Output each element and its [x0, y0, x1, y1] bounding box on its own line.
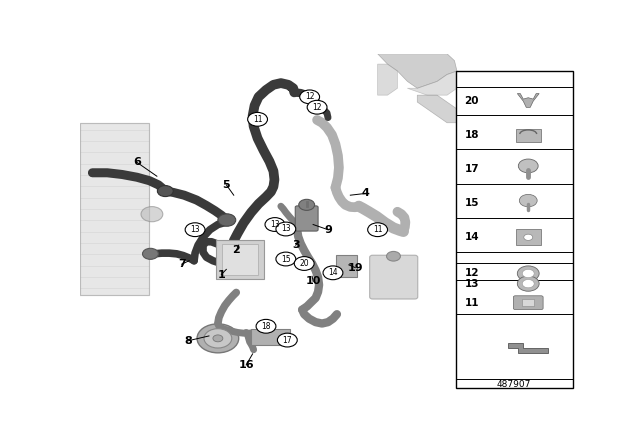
- Circle shape: [300, 90, 319, 104]
- FancyBboxPatch shape: [522, 299, 534, 306]
- Text: 10: 10: [305, 276, 321, 286]
- Text: 5: 5: [223, 180, 230, 190]
- Circle shape: [517, 266, 539, 281]
- FancyBboxPatch shape: [222, 244, 257, 275]
- FancyBboxPatch shape: [456, 71, 573, 388]
- Text: 14: 14: [465, 233, 479, 242]
- Circle shape: [387, 251, 401, 261]
- Text: 20: 20: [465, 96, 479, 106]
- Circle shape: [294, 257, 314, 271]
- FancyBboxPatch shape: [516, 129, 541, 142]
- Text: 487907: 487907: [497, 380, 531, 389]
- Text: 4: 4: [361, 189, 369, 198]
- Text: 13: 13: [270, 220, 280, 229]
- Text: 13: 13: [190, 225, 200, 234]
- Circle shape: [143, 248, 158, 259]
- Polygon shape: [417, 95, 457, 123]
- Circle shape: [197, 324, 239, 353]
- FancyBboxPatch shape: [80, 123, 150, 295]
- Text: 12: 12: [312, 103, 322, 112]
- Polygon shape: [408, 71, 457, 95]
- Text: 14: 14: [328, 268, 338, 277]
- Text: 11: 11: [253, 115, 262, 124]
- Text: 17: 17: [465, 164, 479, 174]
- Text: 12: 12: [465, 268, 479, 279]
- FancyBboxPatch shape: [295, 206, 318, 231]
- Circle shape: [157, 185, 173, 197]
- Circle shape: [256, 319, 276, 333]
- Circle shape: [522, 269, 534, 278]
- Text: 13: 13: [465, 279, 479, 289]
- Text: 16: 16: [238, 360, 254, 370]
- Text: 15: 15: [465, 198, 479, 208]
- Text: 3: 3: [292, 240, 300, 250]
- Text: 18: 18: [465, 130, 479, 140]
- Text: 11: 11: [373, 225, 382, 234]
- Circle shape: [524, 234, 532, 241]
- Polygon shape: [378, 54, 457, 88]
- Text: 17: 17: [282, 336, 292, 345]
- Polygon shape: [517, 94, 539, 108]
- Circle shape: [522, 280, 534, 288]
- FancyBboxPatch shape: [516, 229, 541, 245]
- Text: 13: 13: [281, 224, 291, 233]
- Circle shape: [276, 252, 296, 266]
- Polygon shape: [378, 64, 397, 95]
- Circle shape: [307, 100, 327, 114]
- FancyBboxPatch shape: [337, 255, 356, 277]
- Text: 9: 9: [324, 225, 332, 235]
- Circle shape: [276, 222, 296, 236]
- Circle shape: [299, 199, 315, 211]
- Circle shape: [323, 266, 343, 280]
- Circle shape: [248, 112, 268, 126]
- Text: 15: 15: [281, 254, 291, 263]
- Circle shape: [185, 223, 205, 237]
- Polygon shape: [508, 343, 548, 353]
- Text: 12: 12: [305, 92, 314, 101]
- FancyBboxPatch shape: [513, 296, 543, 310]
- Text: 19: 19: [348, 263, 363, 273]
- Text: 18: 18: [261, 322, 271, 331]
- Circle shape: [265, 218, 285, 232]
- Text: 7: 7: [178, 259, 186, 269]
- Circle shape: [367, 223, 388, 237]
- Circle shape: [141, 207, 163, 222]
- FancyBboxPatch shape: [251, 329, 290, 345]
- Circle shape: [277, 333, 297, 347]
- Text: 20: 20: [300, 259, 309, 268]
- Circle shape: [517, 276, 539, 291]
- Text: 8: 8: [184, 336, 192, 346]
- FancyBboxPatch shape: [216, 240, 264, 279]
- Circle shape: [519, 194, 537, 207]
- Circle shape: [213, 335, 223, 342]
- Circle shape: [218, 214, 236, 226]
- FancyBboxPatch shape: [370, 255, 418, 299]
- Text: 6: 6: [133, 157, 141, 168]
- Text: 1: 1: [218, 270, 225, 280]
- Text: 2: 2: [232, 246, 240, 255]
- Circle shape: [204, 329, 232, 348]
- Circle shape: [518, 159, 538, 173]
- Text: 11: 11: [465, 297, 479, 308]
